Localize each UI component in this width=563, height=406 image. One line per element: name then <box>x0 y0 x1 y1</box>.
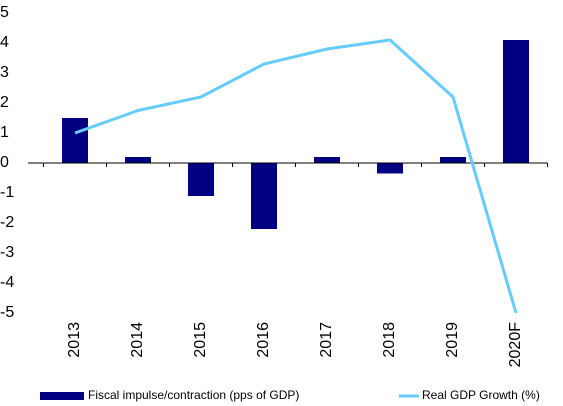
line-series <box>74 38 518 314</box>
bar <box>377 163 403 174</box>
bar <box>125 157 151 163</box>
bar <box>314 157 340 163</box>
bar <box>440 157 466 163</box>
x-tick-label: 2013 <box>66 322 83 358</box>
y-tick-label: -2 <box>0 214 14 231</box>
bar <box>62 118 88 163</box>
y-tick-label: -3 <box>0 244 14 261</box>
x-tick-label: 2016 <box>255 322 272 358</box>
legend-label: Fiscal impulse/contraction (pps of GDP) <box>88 388 299 402</box>
y-tick-label: 1 <box>0 124 9 141</box>
y-tick-label: -4 <box>0 274 14 291</box>
y-tick-label: 0 <box>0 154 9 171</box>
y-tick-label: -5 <box>0 304 14 321</box>
x-tick-label: 2014 <box>129 322 146 358</box>
x-tick-label: 2019 <box>444 322 461 358</box>
y-tick-label: 3 <box>0 64 9 81</box>
y-tick-label: -1 <box>0 184 14 201</box>
x-tick-label: 2017 <box>318 322 335 358</box>
y-tick-label: 4 <box>0 34 9 51</box>
y-tick-label: 5 <box>0 4 9 21</box>
bar <box>503 40 529 163</box>
bar <box>251 163 277 229</box>
x-tick-label: 2020F <box>507 322 524 368</box>
x-tick-label: 2015 <box>192 322 209 358</box>
legend-swatch <box>40 392 84 400</box>
x-tick-label: 2018 <box>381 322 398 358</box>
legend-label: Real GDP Growth (%) <box>422 388 540 402</box>
bar <box>188 163 214 196</box>
y-tick-label: 2 <box>0 94 9 111</box>
